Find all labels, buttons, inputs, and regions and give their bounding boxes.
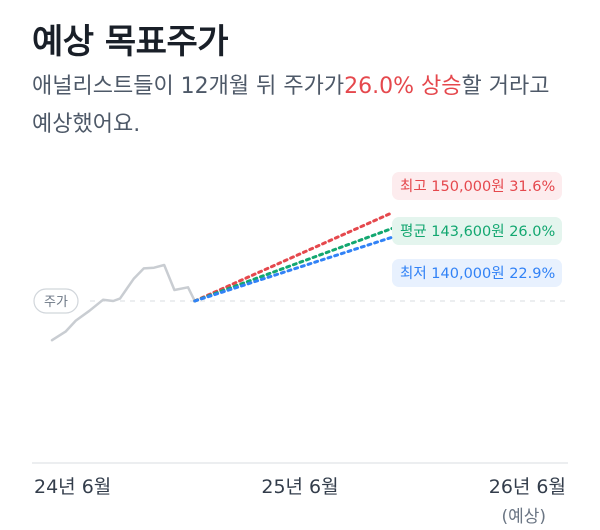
x-tick-label: 24년 6월 (34, 476, 111, 498)
forecast-line-low (193, 235, 394, 303)
price-history-series (50, 263, 197, 342)
current-price-badge (33, 288, 79, 314)
x-tick-label: 25년 6월 (261, 476, 338, 498)
target-badge-label-avg: 평균 143,600원 26.0% (400, 223, 555, 240)
target-badge-low (392, 259, 562, 287)
subtitle-text-after: 할 거라고 예상했어요. (32, 74, 550, 137)
current-price-badge-label: 주가 (44, 295, 68, 310)
x-tick-sublabel: (예상) (501, 507, 546, 527)
page-title: 예상 목표주가 (32, 22, 229, 62)
target-badge-avg (392, 217, 562, 245)
x-tick-label: 26년 6월 (489, 476, 566, 498)
target-price-chart: 주가 최고 150,000원 31.6% 평균 143,600원 26.0% 최저 1… (32, 172, 568, 527)
page-subtitle: 애널리스트들이 12개월 뒤 주가가26.0% 상승할 거라고 예상했어요. (32, 68, 572, 144)
target-badge-label-low: 최저 140,000원 22.9% (400, 265, 555, 282)
target-badge-label-high: 최고 150,000원 31.6% (400, 178, 555, 195)
subtitle-text-before: 애널리스트들이 12개월 뒤 주가가 (32, 74, 345, 99)
subtitle-highlight: 26.0% 상승 (344, 74, 462, 99)
target-badge-high (392, 172, 562, 200)
forecast-line-high (193, 211, 394, 303)
